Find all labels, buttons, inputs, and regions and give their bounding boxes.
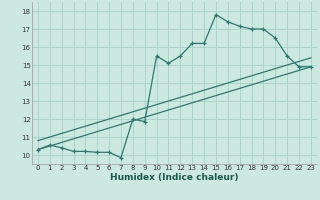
X-axis label: Humidex (Indice chaleur): Humidex (Indice chaleur) <box>110 173 239 182</box>
